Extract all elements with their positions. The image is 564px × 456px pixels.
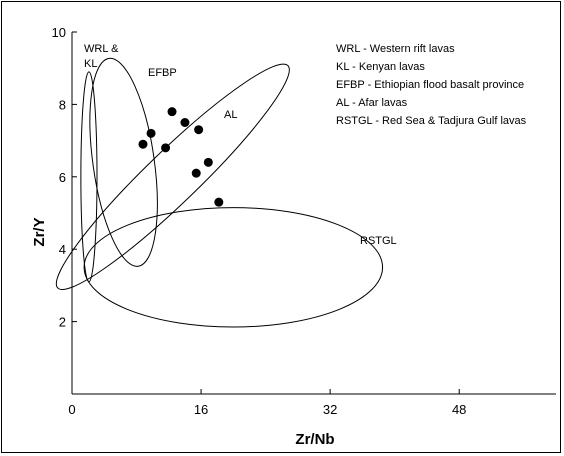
x-tick-label: 0 [68, 402, 75, 417]
field-label: EFBP [148, 67, 177, 79]
y-tick-label: 10 [52, 25, 66, 40]
field-label: WRL & [84, 43, 119, 55]
data-point [167, 107, 177, 117]
data-point [203, 157, 213, 167]
y-axis-title: Zr/Y [31, 217, 48, 246]
legend: WRL - Western rift lavas KL - Kenyan lava… [336, 43, 527, 127]
field-outline-efbp [89, 57, 158, 267]
data-point [161, 143, 171, 153]
legend-entry: WRL - Western rift lavas [336, 43, 455, 55]
data-point [146, 128, 156, 138]
field-label: AL [224, 109, 237, 121]
fields: WRL & KL EFBP AL RSTGL [55, 43, 397, 328]
data-point [194, 125, 204, 135]
field-outline-rstgl [83, 207, 384, 328]
field-label: KL [84, 58, 97, 70]
points [138, 107, 224, 207]
legend-entry: AL - Afar lavas [336, 97, 408, 109]
legend-entry: EFBP - Ethiopian flood basalt province [336, 79, 524, 91]
x-tick-label: 16 [194, 402, 208, 417]
legend-entry: RSTGL - Red Sea & Tadjura Gulf lavas [336, 115, 527, 127]
axes: 2 4 6 8 10 0 16 32 48 [52, 25, 556, 417]
data-point [180, 118, 190, 127]
y-tick-label: 2 [59, 315, 66, 330]
y-tick-label: 4 [59, 242, 66, 257]
x-axis-title: Zr/Nb [295, 431, 334, 448]
field-label: RSTGL [360, 235, 397, 247]
legend-entry: KL - Kenyan lavas [336, 61, 425, 73]
x-tick-label: 48 [452, 402, 466, 417]
data-point [191, 168, 201, 178]
x-tick-label: 32 [323, 402, 337, 417]
field-outline-al [55, 63, 290, 291]
data-point [214, 197, 224, 207]
y-tick-label: 6 [59, 170, 66, 185]
y-tick-label: 8 [59, 97, 66, 112]
data-point [138, 139, 148, 149]
